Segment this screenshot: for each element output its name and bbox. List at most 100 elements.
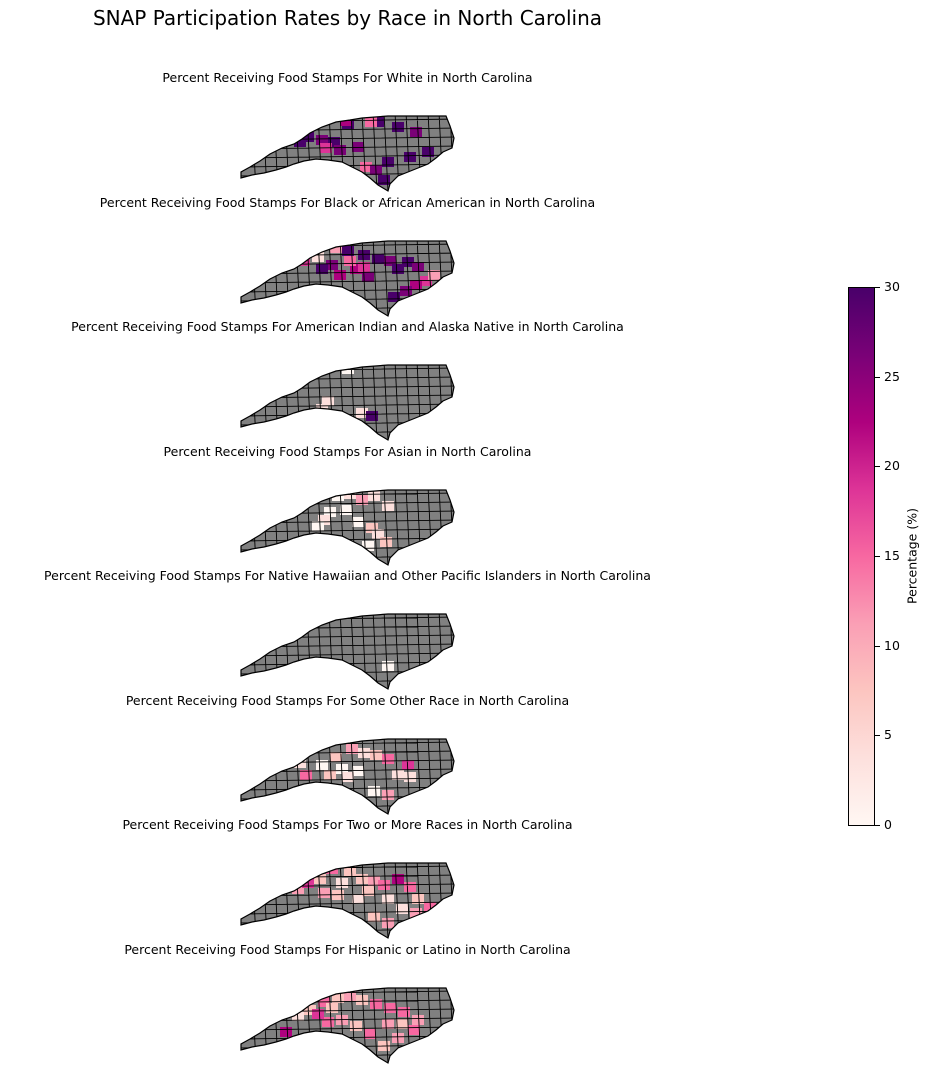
county-shade bbox=[378, 175, 390, 185]
county-shade bbox=[318, 888, 330, 898]
colorbar bbox=[848, 287, 875, 826]
county-shade bbox=[344, 256, 356, 266]
panel-title: Percent Receiving Food Stamps For Some O… bbox=[125, 693, 570, 708]
county-shade bbox=[352, 894, 364, 904]
county-shade bbox=[382, 157, 394, 167]
panel-title: Percent Receiving Food Stamps For White … bbox=[162, 70, 533, 85]
county-shade bbox=[312, 1009, 324, 1019]
county-shade bbox=[350, 264, 362, 274]
county-shade bbox=[392, 264, 404, 274]
county-shade bbox=[382, 661, 394, 671]
county-shade bbox=[410, 127, 422, 137]
county-shade bbox=[404, 772, 416, 782]
map-panel-two-or-more: Percent Receiving Food Stamps For Two or… bbox=[0, 817, 695, 941]
county-shade bbox=[382, 501, 394, 511]
county-shade bbox=[384, 1003, 396, 1013]
county-shade bbox=[368, 912, 380, 922]
colorbar-tick-label: 5 bbox=[884, 727, 892, 743]
colorbar-tick-label: 20 bbox=[884, 458, 900, 474]
county-shade bbox=[280, 1027, 292, 1037]
county-shade bbox=[422, 147, 434, 157]
county-shade bbox=[384, 256, 396, 266]
county-shade bbox=[358, 250, 370, 260]
county-shade bbox=[304, 1005, 316, 1015]
county-shade bbox=[358, 748, 370, 758]
county-shade bbox=[368, 786, 380, 796]
county-shade bbox=[396, 1019, 408, 1029]
panel-title: Percent Receiving Food Stamps For Two or… bbox=[122, 817, 573, 832]
panel-title: Percent Receiving Food Stamps For Native… bbox=[44, 568, 651, 583]
colorbar-tick bbox=[875, 825, 880, 826]
county-shade bbox=[334, 270, 346, 280]
state-fill bbox=[241, 490, 454, 565]
county-shade bbox=[404, 152, 416, 162]
county-shade bbox=[382, 790, 394, 800]
county-shade bbox=[382, 1019, 394, 1029]
county-shade bbox=[326, 260, 338, 270]
colorbar-tick-label: 30 bbox=[884, 279, 900, 294]
county-shade bbox=[410, 908, 422, 918]
map-panel-asian: Percent Receiving Food Stamps For Asian … bbox=[0, 444, 695, 568]
county-shade bbox=[370, 999, 382, 1009]
county-shade bbox=[360, 162, 372, 172]
map-panel-white: Percent Receiving Food Stamps For White … bbox=[0, 70, 695, 194]
nc-county-map bbox=[240, 489, 455, 566]
county-shade bbox=[324, 770, 336, 780]
nc-county-map bbox=[240, 738, 455, 815]
county-shade bbox=[352, 517, 364, 527]
state-outline bbox=[240, 115, 455, 192]
colorbar-tick bbox=[875, 735, 880, 737]
map-panel-other-race: Percent Receiving Food Stamps For Some O… bbox=[0, 693, 695, 817]
nc-county-map bbox=[240, 240, 455, 317]
county-shade bbox=[372, 117, 384, 127]
county-shade bbox=[356, 995, 368, 1005]
county-shade bbox=[356, 874, 368, 884]
county-shade bbox=[408, 1025, 420, 1035]
county-shade bbox=[398, 1007, 410, 1017]
county-shade bbox=[312, 521, 324, 531]
county-shade bbox=[344, 991, 356, 1001]
county-shade bbox=[342, 772, 354, 782]
state-outline bbox=[240, 364, 455, 441]
county-shade bbox=[402, 257, 414, 267]
county-shade bbox=[404, 882, 416, 892]
county-shade bbox=[342, 246, 354, 256]
county-shade bbox=[336, 878, 348, 888]
state-outline bbox=[240, 738, 455, 815]
county-shade bbox=[334, 145, 346, 155]
county-shade bbox=[302, 119, 314, 129]
county-shade bbox=[372, 254, 384, 264]
colorbar-tick-label: 15 bbox=[884, 548, 900, 563]
state-outline bbox=[240, 613, 455, 690]
county-shade bbox=[372, 529, 384, 539]
panel-title: Percent Receiving Food Stamps For Asian … bbox=[163, 444, 532, 459]
county-shade bbox=[366, 523, 378, 533]
state-fill bbox=[241, 614, 454, 689]
county-shade bbox=[388, 292, 400, 302]
colorbar-tick bbox=[875, 556, 880, 557]
colorbar-tick-label: 25 bbox=[884, 368, 900, 384]
colorbar-tick bbox=[875, 376, 880, 378]
county-shade bbox=[365, 117, 377, 127]
map-panel-black: Percent Receiving Food Stamps For Black … bbox=[0, 195, 695, 319]
county-shade bbox=[382, 754, 394, 764]
county-shade bbox=[400, 286, 412, 296]
map-panel-hispanic: Percent Receiving Food Stamps For Hispan… bbox=[0, 942, 695, 1066]
county-shade bbox=[412, 894, 424, 904]
county-shade bbox=[316, 264, 328, 274]
state-fill bbox=[241, 241, 454, 316]
county-shade bbox=[402, 760, 414, 770]
county-shade bbox=[392, 874, 404, 884]
county-shade bbox=[316, 135, 328, 145]
nc-county-map bbox=[240, 364, 455, 441]
county-shade bbox=[294, 137, 306, 147]
nc-county-map bbox=[240, 987, 455, 1064]
county-shade bbox=[392, 770, 404, 780]
county-shade bbox=[326, 1003, 338, 1013]
county-shade bbox=[350, 1021, 362, 1031]
county-shade bbox=[368, 491, 380, 501]
county-shade bbox=[332, 993, 344, 1003]
county-shade bbox=[396, 904, 408, 914]
nc-county-map bbox=[240, 613, 455, 690]
county-shade bbox=[428, 270, 440, 280]
